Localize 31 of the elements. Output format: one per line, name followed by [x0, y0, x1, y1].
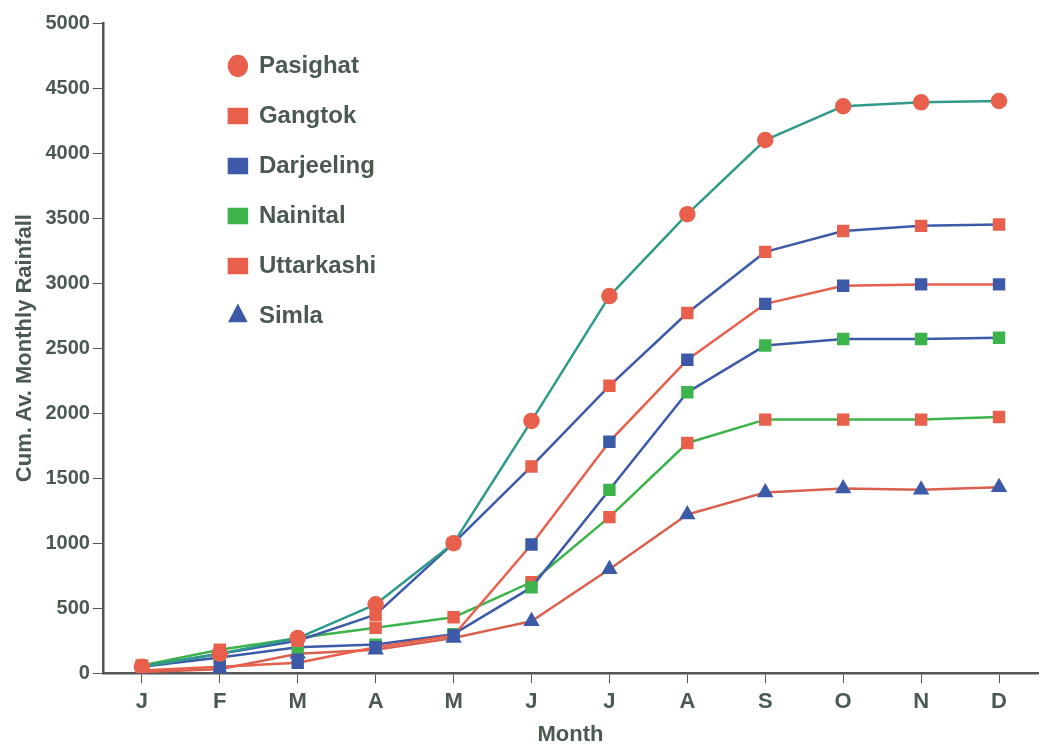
- y-tick-label: 0: [78, 660, 90, 683]
- y-axis-title: Cum. Av. Monthly Rainfall: [11, 214, 37, 483]
- x-tick-label: S: [757, 688, 773, 714]
- x-tick-label: D: [991, 688, 1007, 714]
- x-tick-label: N: [913, 688, 930, 714]
- legend-label: Darjeeling: [258, 150, 375, 178]
- legend-label: Gangtok: [258, 100, 357, 128]
- y-tick-label: 5000: [45, 10, 90, 33]
- y-tick-label: 500: [56, 595, 90, 618]
- x-tick-label: M: [288, 688, 307, 714]
- x-tick-label: F: [213, 688, 227, 714]
- y-tick-label: 3500: [45, 205, 90, 228]
- x-tick-label: O: [834, 688, 852, 714]
- y-tick-label: 1500: [45, 465, 90, 488]
- x-tick-label: J: [135, 688, 148, 714]
- legend-label: Simla: [258, 300, 324, 328]
- legend-label: Uttarkashi: [258, 250, 377, 278]
- y-tick-label: 2500: [45, 335, 90, 358]
- x-tick-label: J: [525, 688, 538, 714]
- y-tick-label: 4500: [45, 75, 90, 98]
- x-tick-label: M: [444, 688, 463, 714]
- x-tick-label: A: [367, 688, 384, 714]
- x-tick-label: J: [603, 688, 616, 714]
- y-tick-label: 3000: [45, 270, 90, 293]
- y-tick-label: 1000: [45, 530, 90, 553]
- x-axis-title: Month: [537, 720, 604, 746]
- x-tick-label: A: [679, 688, 696, 714]
- y-tick-label: 2000: [45, 400, 90, 423]
- y-tick-label: 4000: [45, 140, 90, 163]
- legend-label: Nainital: [258, 200, 346, 228]
- legend-label: Pasighat: [258, 50, 359, 78]
